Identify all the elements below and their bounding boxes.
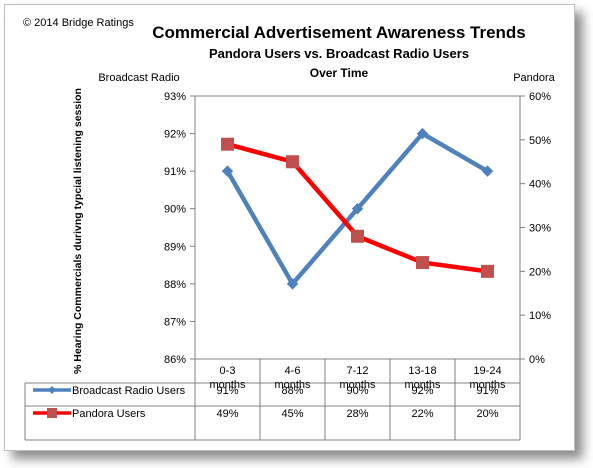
left-axis-tick-label: 90% — [164, 204, 186, 216]
data-table-value: 92% — [411, 385, 433, 397]
right-axis-tick-label: 40% — [529, 179, 551, 191]
data-point — [481, 264, 494, 278]
data-table-value: 91% — [476, 385, 498, 397]
left-axis-tick-label: 88% — [164, 279, 186, 291]
chart-subtitle: Pandora Users vs. Broadcast Radio Users — [209, 46, 469, 61]
data-point — [221, 165, 234, 177]
right-axis-tick-label: 30% — [529, 223, 551, 235]
left-axis-tick-label: 91% — [164, 166, 186, 178]
data-point — [221, 137, 234, 151]
category-label-line2: months — [404, 379, 441, 391]
right-axis-tick-label: 10% — [529, 310, 551, 322]
category-label-line1: 19-24 — [473, 365, 501, 377]
data-point — [351, 203, 364, 215]
chart-subtitle-2: Over Time — [310, 66, 369, 80]
data-table-value: 45% — [281, 408, 303, 420]
data-table-value: 28% — [346, 408, 368, 420]
plot-area: 86% 87% 88% 89% 90% 91% 92% 93% 0% 10% 20% 30% 40% 50… — [24, 91, 551, 441]
chart-title: Commercial Advertisement Awareness Trend… — [152, 23, 526, 42]
category-label-line1: 4-6 — [285, 365, 301, 377]
category-label-line2: months — [469, 379, 506, 391]
data-table-value: 20% — [476, 408, 498, 420]
category-label-line1: 13-18 — [408, 365, 436, 377]
right-axis-title: Pandora — [513, 72, 555, 84]
chart-frame: © 2014 Bridge Ratings Commercial Adverti… — [4, 4, 575, 451]
data-table-value: 22% — [411, 408, 433, 420]
left-axis-tick-label: 89% — [164, 241, 186, 253]
data-point — [416, 127, 429, 140]
data-point — [481, 165, 494, 177]
data-table-value: 91% — [216, 385, 238, 397]
chart-svg: © 2014 Bridge Ratings Commercial Adverti… — [23, 17, 556, 441]
left-axis-title: Broadcast Radio — [98, 72, 179, 84]
data-point — [286, 155, 299, 169]
left-axis-tick-label: 86% — [164, 354, 186, 366]
left-axis-tick-label: 93% — [164, 91, 186, 103]
data-table-value: 90% — [346, 385, 368, 397]
left-axis-tick-label: 87% — [164, 316, 186, 328]
left-axis-tick-label: 92% — [164, 129, 186, 141]
copyright-text: © 2014 Bridge Ratings — [23, 17, 134, 29]
category-label-line2: months — [274, 379, 311, 391]
legend-swatch-marker — [48, 386, 56, 394]
legend-series-name: Broadcast Radio Users — [72, 385, 186, 397]
right-axis-tick-label: 0% — [529, 354, 545, 366]
category-label-line2: months — [339, 379, 376, 391]
data-point — [416, 256, 429, 270]
right-axis-tick-label: 50% — [529, 135, 551, 147]
data-table-value: 88% — [281, 385, 303, 397]
right-axis-tick-label: 20% — [529, 266, 551, 278]
plot-border — [194, 95, 521, 360]
category-label-line1: 7-12 — [346, 365, 368, 377]
data-point — [351, 229, 364, 243]
y-axis-label: % Hearing Commercials durivng typcial li… — [72, 88, 84, 374]
data-point — [286, 278, 299, 290]
legend-series-name: Pandora Users — [72, 408, 146, 420]
category-label-line2: months — [209, 379, 246, 391]
data-table-value: 49% — [216, 408, 238, 420]
category-label-line1: 0-3 — [220, 365, 236, 377]
right-axis-tick-label: 60% — [529, 91, 551, 103]
legend-swatch-marker — [47, 408, 57, 418]
